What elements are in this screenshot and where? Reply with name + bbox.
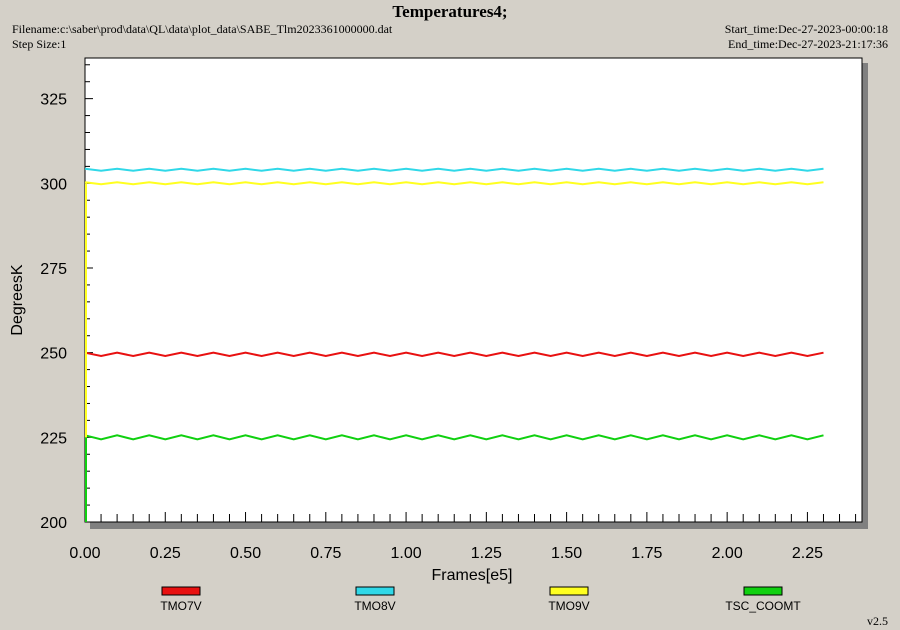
y-axis-ticks bbox=[85, 64, 93, 523]
x-tick-label: 0.75 bbox=[310, 545, 341, 562]
legend-label: TSC_COOMT bbox=[725, 599, 801, 613]
legend-label: TMO8V bbox=[354, 599, 395, 613]
x-tick-label: 0.25 bbox=[150, 545, 181, 562]
y-tick-labels: 200 225 250 275 300 325 bbox=[40, 92, 67, 532]
series-line-tsc-coomt bbox=[84, 434, 824, 441]
x-tick-label: 1.00 bbox=[391, 545, 422, 562]
x-tick-label: 0.00 bbox=[69, 545, 100, 562]
legend-label: TMO9V bbox=[548, 599, 589, 613]
version-label: v2.5 bbox=[867, 614, 888, 628]
series-line-tmo7v bbox=[84, 351, 824, 358]
series-line-tmo9v bbox=[84, 181, 824, 186]
chart-title: Temperatures4; bbox=[392, 2, 508, 21]
y-tick-label: 250 bbox=[40, 346, 67, 363]
legend-label: TMO7V bbox=[160, 599, 201, 613]
step-size-label: Step Size:1 bbox=[12, 37, 67, 51]
filename-label: Filename:c:\saber\prod\data\QL\data\plot… bbox=[12, 22, 393, 36]
x-tick-label: 2.00 bbox=[712, 545, 743, 562]
y-tick-label: 225 bbox=[40, 430, 67, 447]
y-tick-label: 275 bbox=[40, 261, 67, 278]
y-tick-label: 300 bbox=[40, 176, 67, 193]
x-tick-label: 1.75 bbox=[631, 545, 662, 562]
legend-swatch bbox=[161, 586, 201, 596]
y-tick-label: 325 bbox=[40, 92, 67, 109]
series-lines bbox=[84, 167, 824, 522]
start-time-label: Start_time:Dec-27-2023-00:00:18 bbox=[724, 22, 888, 36]
x-tick-label: 2.25 bbox=[792, 545, 823, 562]
legend-swatch bbox=[743, 586, 783, 596]
x-tick-label: 0.50 bbox=[230, 545, 261, 562]
x-tick-label: 1.25 bbox=[471, 545, 502, 562]
series-line-tmo8v bbox=[84, 167, 824, 172]
x-tick-label: 1.50 bbox=[551, 545, 582, 562]
y-axis-label: DegreesK bbox=[9, 264, 26, 335]
x-axis-ticks bbox=[100, 512, 857, 522]
end-time-label: End_time:Dec-27-2023-21:17:36 bbox=[728, 37, 888, 51]
x-tick-labels: 0.00 0.25 0.50 0.75 1.00 1.25 1.50 1.75 2.00 2.25 bbox=[69, 545, 823, 562]
legend-swatch bbox=[549, 586, 589, 596]
y-tick-label: 200 bbox=[40, 515, 67, 532]
legend-swatch bbox=[355, 586, 395, 596]
x-axis-label: Frames[e5] bbox=[432, 567, 513, 584]
plot-area bbox=[84, 57, 863, 523]
legend: TMO7V TMO8V TMO9V TSC_COOMT bbox=[160, 586, 801, 613]
